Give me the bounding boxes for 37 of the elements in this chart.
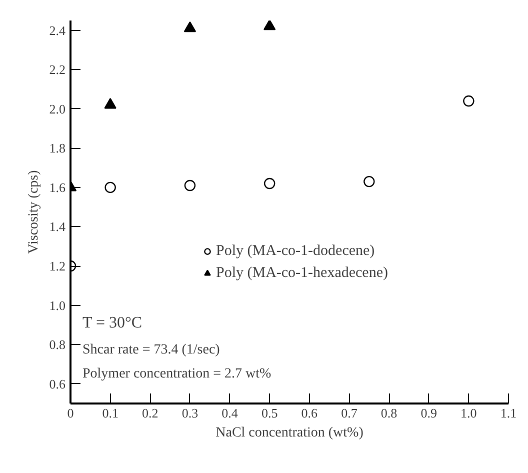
x-tick-label: 0.4 <box>222 406 238 420</box>
point <box>104 182 116 194</box>
y-tick-label: 1.2 <box>49 258 66 274</box>
x-tick-label: 0.8 <box>380 406 398 420</box>
legend-label: Poly (MA-co-1-hexadecene) <box>216 264 388 282</box>
x-tick-label: 0.1 <box>102 406 118 420</box>
x-tick-label: 1.1 <box>500 406 517 420</box>
x-tick-label: 0.7 <box>341 406 358 420</box>
x-tick-label: 1.0 <box>460 406 477 420</box>
point <box>463 95 474 107</box>
y-tick-label: 2.2 <box>49 62 66 78</box>
annotation: Polymer concentration = 2.7 wt% <box>82 366 272 382</box>
y-tick-label: 2.0 <box>49 101 66 116</box>
point <box>184 21 196 32</box>
point <box>263 20 276 30</box>
y-axis-title: Viscosity (cps) <box>26 170 42 254</box>
x-tick-label: 0.6 <box>301 406 318 420</box>
point <box>184 180 196 192</box>
x-tick-label: 0.3 <box>182 406 198 420</box>
y-tick-label: 0.6 <box>49 376 66 392</box>
y-tick-label: 1.8 <box>49 140 66 156</box>
legend-label: Poly (MA-co-1-dodecene) <box>216 242 375 260</box>
x-tick-label: 0.2 <box>142 406 158 420</box>
x-tick-label: 0.9 <box>420 406 437 420</box>
point <box>264 178 276 190</box>
y-tick-label: 2.4 <box>49 22 66 38</box>
x-axis-title: NaCl concentration (wt%) <box>216 426 364 440</box>
point <box>104 98 116 109</box>
x-tick-label: 0 <box>67 406 74 420</box>
y-tick-label: 0.8 <box>49 337 66 352</box>
annotation: Shcar rate = 73.4 (1/sec) <box>82 342 220 358</box>
y-tick-label: 1.6 <box>49 180 66 195</box>
point <box>364 176 375 188</box>
y-tick-label: 1.4 <box>49 219 66 234</box>
x-tick-label: 0.5 <box>261 406 278 420</box>
annotation: T = 30°C <box>82 314 142 332</box>
y-tick-label: 1.0 <box>49 298 66 313</box>
